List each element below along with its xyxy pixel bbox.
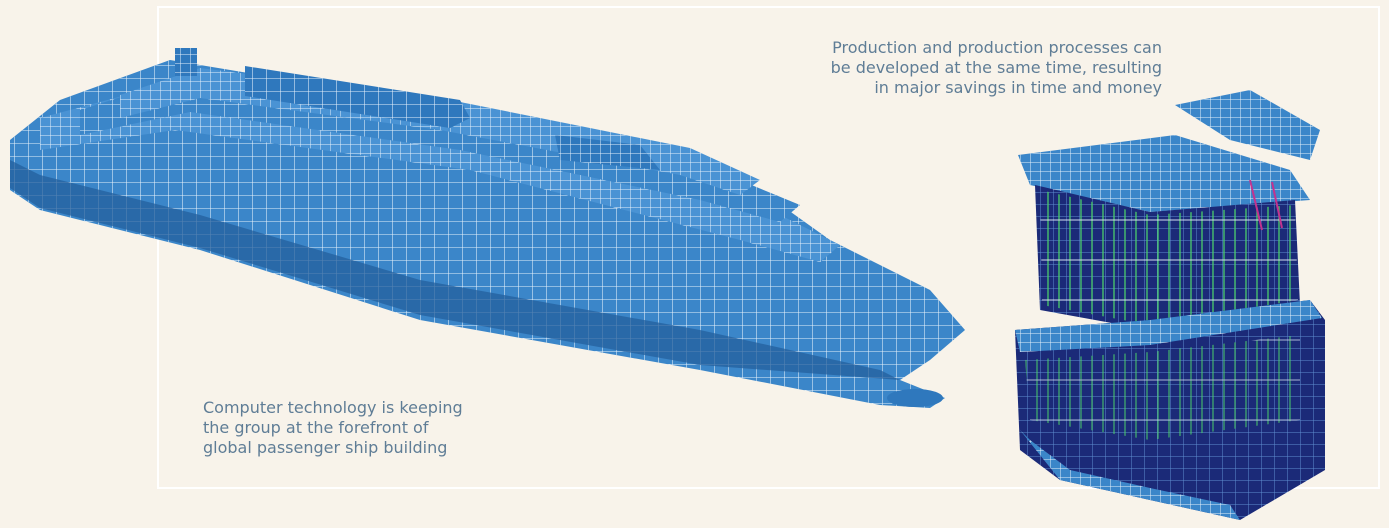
caption-production-line-2: be developed at the same time, resulting [830,58,1162,77]
picture-frame [157,6,1380,489]
caption-production-line-3: in major savings in time and money [874,78,1162,97]
ship-hull-side [10,160,900,380]
caption-technology-line-3: global passenger ship building [203,438,448,457]
caption-technology-line-2: the group at the forefront of [203,418,429,437]
caption-technology: Computer technology is keeping the group… [203,398,463,458]
caption-production-line-1: Production and production processes can [832,38,1162,57]
ship-bulbous-bow [887,389,943,407]
caption-technology-line-1: Computer technology is keeping [203,398,463,417]
cruise-ship-model [10,48,965,408]
caption-production: Production and production processes can … [700,38,1162,98]
hull-block-model [1015,90,1325,520]
